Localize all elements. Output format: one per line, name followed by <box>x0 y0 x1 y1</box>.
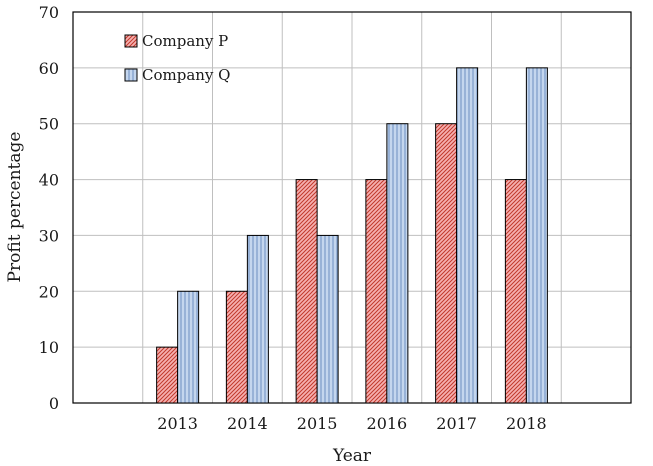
bar-company-p-2015 <box>295 179 318 404</box>
y-tick-label: 10 <box>39 338 59 357</box>
bar-company-q-2018 <box>525 67 548 404</box>
y-axis-ticks: 0 10 20 30 40 50 60 70 <box>39 3 59 413</box>
legend-swatch-company-q <box>124 68 138 82</box>
x-tick-label: 2017 <box>436 414 477 433</box>
x-tick-label: 2015 <box>297 414 338 433</box>
x-tick-label: 2014 <box>227 414 268 433</box>
bar-company-p-2016 <box>365 179 388 404</box>
legend: Company P Company Q <box>124 32 230 84</box>
bar-company-p-2018 <box>504 179 527 404</box>
y-tick-label: 30 <box>39 226 59 245</box>
bar-company-q-2015 <box>316 234 339 404</box>
bar-company-p-2017 <box>435 123 458 404</box>
y-tick-label: 20 <box>39 282 59 301</box>
bar-company-q-2016 <box>386 123 409 404</box>
x-axis-title: Year <box>332 446 372 466</box>
x-tick-label: 2013 <box>157 414 198 433</box>
x-tick-label: 2016 <box>367 414 408 433</box>
legend-label-company-p: Company P <box>142 32 228 50</box>
bars <box>156 67 548 404</box>
x-axis-ticks: 2013 2014 2015 2016 2017 2018 <box>157 414 546 433</box>
y-axis-title: Profit percentage <box>5 132 25 283</box>
bar-company-q-2013 <box>177 290 200 404</box>
y-tick-label: 50 <box>39 115 59 134</box>
legend-swatch-company-p <box>124 34 138 48</box>
bar-company-p-2014 <box>225 290 248 404</box>
y-tick-label: 0 <box>49 394 59 413</box>
legend-label-company-q: Company Q <box>142 66 230 84</box>
bar-company-q-2014 <box>246 234 269 404</box>
bar-company-q-2017 <box>456 67 479 404</box>
plot-area-border <box>72 11 632 404</box>
bar-company-p-2013 <box>156 346 179 404</box>
x-tick-label: 2018 <box>506 414 547 433</box>
gridlines <box>73 12 631 403</box>
y-tick-label: 40 <box>39 171 59 190</box>
y-tick-label: 60 <box>39 59 59 78</box>
y-tick-label: 70 <box>39 3 59 22</box>
